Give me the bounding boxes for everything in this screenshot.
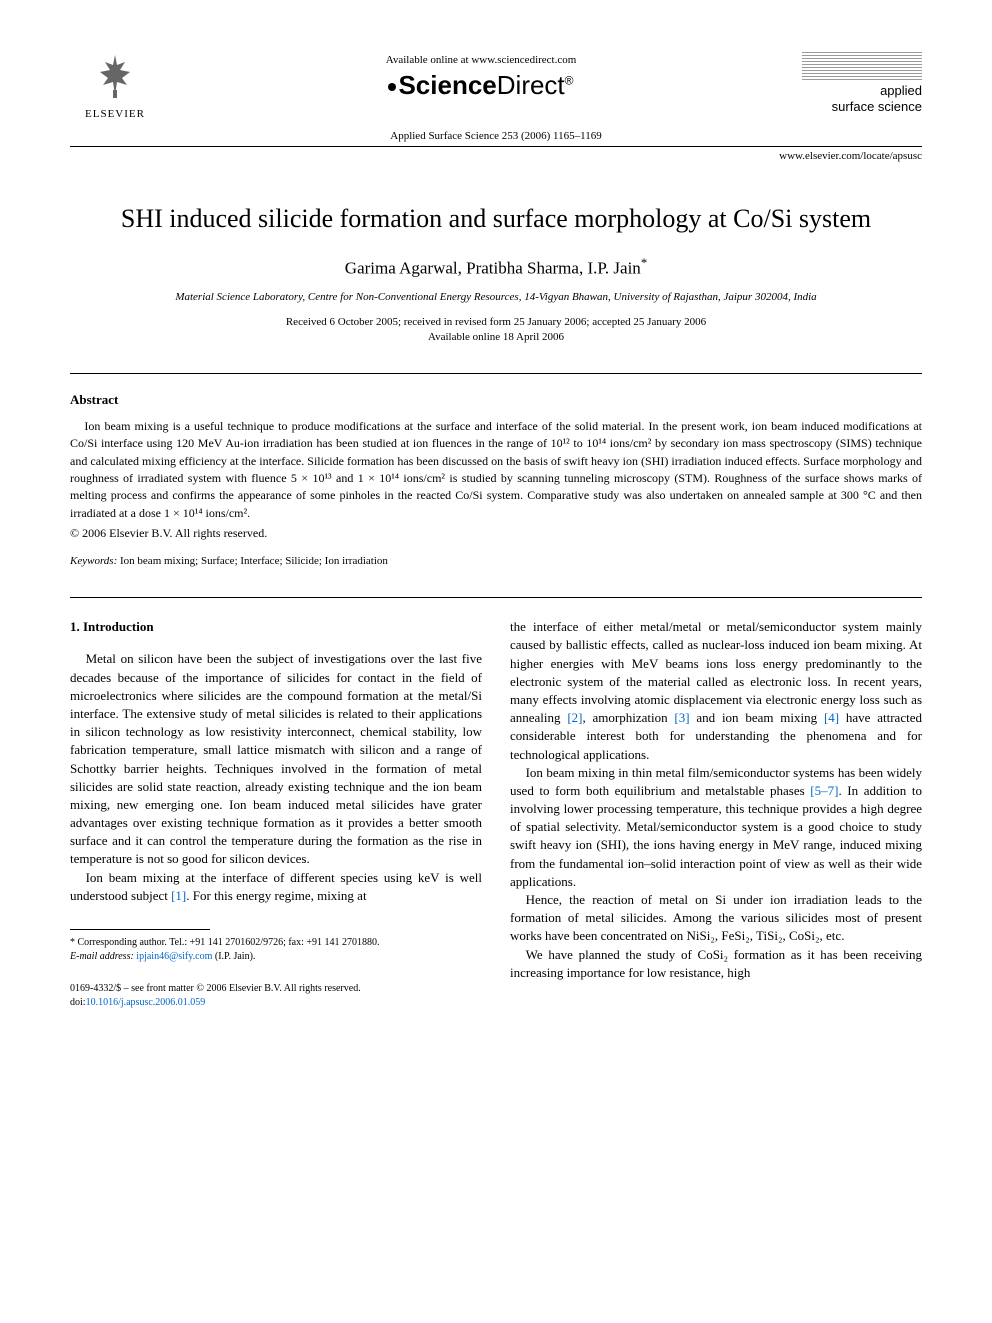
author-names: Garima Agarwal, Pratibha Sharma, I.P. Ja… — [345, 258, 641, 277]
intro-p2: Ion beam mixing at the interface of diff… — [70, 869, 482, 905]
page: ELSEVIER Available online at www.science… — [0, 0, 992, 1050]
citation: Applied Surface Science 253 (2006) 1165–… — [70, 130, 922, 142]
sd-suffix: Direct — [497, 70, 565, 100]
col2-p1: the interface of either metal/metal or m… — [510, 618, 922, 764]
footnote-corresponding: * Corresponding author. Tel.: +91 141 27… — [70, 936, 482, 950]
elsevier-tree-icon — [70, 50, 160, 106]
col2-p1-mid1: , amorphization — [583, 710, 675, 725]
email-name: (I.P. Jain). — [212, 951, 255, 962]
col2-p3: Hence, the reaction of metal on Si under… — [510, 891, 922, 946]
divider-top — [70, 373, 922, 374]
column-left: 1. Introduction Metal on silicon have be… — [70, 618, 482, 1010]
col2-p1-mid2: and ion beam mixing — [690, 710, 824, 725]
elsevier-logo: ELSEVIER — [70, 50, 160, 120]
journal-brand-line2: surface science — [802, 99, 922, 115]
ref-2[interactable]: [2] — [567, 710, 582, 725]
ref-1[interactable]: [1] — [171, 888, 186, 903]
column-right: the interface of either metal/metal or m… — [510, 618, 922, 1010]
dates-received: Received 6 October 2005; received in rev… — [70, 316, 922, 328]
body-columns: 1. Introduction Metal on silicon have be… — [70, 618, 922, 1010]
abstract-heading: Abstract — [70, 392, 922, 408]
doi-label: doi: — [70, 997, 86, 1008]
keywords-text: Ion beam mixing; Surface; Interface; Sil… — [117, 555, 388, 567]
locate-url[interactable]: www.elsevier.com/locate/apsusc — [70, 146, 922, 162]
journal-brand: applied surface science — [802, 50, 922, 114]
email-link[interactable]: ipjain46@sify.com — [134, 951, 213, 962]
sciencedirect-logo: ScienceDirect® — [160, 70, 802, 101]
doi-link[interactable]: 10.1016/j.apsusc.2006.01.059 — [86, 997, 206, 1008]
col2-p4: We have planned the study of CoSi₂ forma… — [510, 946, 922, 982]
doi-line: doi:10.1016/j.apsusc.2006.01.059 — [70, 996, 482, 1010]
ref-4[interactable]: [4] — [824, 710, 839, 725]
keywords: Keywords: Ion beam mixing; Surface; Inte… — [70, 555, 922, 567]
divider-bottom — [70, 597, 922, 598]
keywords-label: Keywords: — [70, 555, 117, 567]
affiliation: Material Science Laboratory, Centre for … — [70, 290, 922, 305]
available-online-text: Available online at www.sciencedirect.co… — [160, 54, 802, 66]
col2-p2: Ion beam mixing in thin metal film/semic… — [510, 764, 922, 891]
footnote-email: E-mail address: ipjain46@sify.com (I.P. … — [70, 950, 482, 964]
sd-prefix: Science — [398, 70, 496, 100]
abstract-copyright: © 2006 Elsevier B.V. All rights reserved… — [70, 526, 922, 541]
journal-brand-graphic — [802, 50, 922, 80]
dates-online: Available online 18 April 2006 — [70, 331, 922, 343]
ref-3[interactable]: [3] — [674, 710, 689, 725]
col2-p2-post: . In addition to involving lower process… — [510, 783, 922, 889]
ref-5-7[interactable]: [5–7] — [810, 783, 838, 798]
footnote-divider — [70, 929, 210, 930]
sd-dot-icon — [388, 83, 396, 91]
authors: Garima Agarwal, Pratibha Sharma, I.P. Ja… — [70, 256, 922, 279]
corresponding-mark: * — [641, 256, 647, 270]
article-title: SHI induced silicide formation and surfa… — [70, 202, 922, 236]
journal-brand-line1: applied — [802, 83, 922, 99]
abstract-text: Ion beam mixing is a useful technique to… — [70, 418, 922, 522]
header: ELSEVIER Available online at www.science… — [70, 50, 922, 120]
footer: 0169-4332/$ – see front matter © 2006 El… — [70, 982, 482, 1010]
intro-p2-post: . For this energy regime, mixing at — [186, 888, 366, 903]
header-center: Available online at www.sciencedirect.co… — [160, 50, 802, 101]
email-label: E-mail address: — [70, 951, 134, 962]
elsevier-label: ELSEVIER — [70, 108, 160, 120]
intro-p1: Metal on silicon have been the subject o… — [70, 650, 482, 868]
issn-line: 0169-4332/$ – see front matter © 2006 El… — [70, 982, 482, 996]
section-1-heading: 1. Introduction — [70, 618, 482, 636]
